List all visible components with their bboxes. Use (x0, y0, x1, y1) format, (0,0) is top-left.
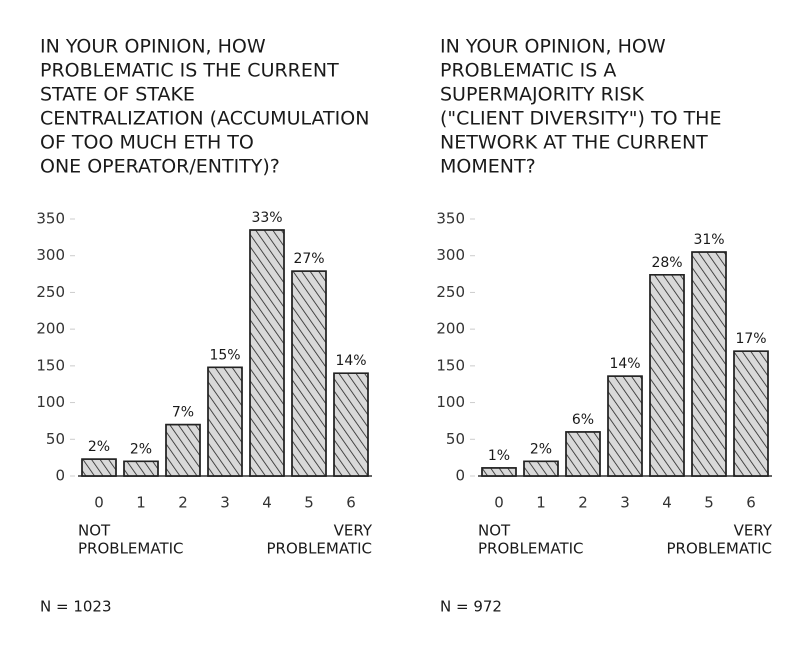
x-tick-label: 5 (304, 494, 314, 512)
y-tick-label: 300 (436, 246, 465, 264)
y-tick-label: 100 (436, 393, 465, 411)
high-label: PROBLEMATIC (267, 540, 373, 558)
data-label: 14% (609, 356, 640, 372)
bar-hatch (607, 375, 643, 477)
x-tick-label: 2 (578, 494, 588, 512)
bar-hatch (123, 460, 159, 477)
data-label: 33% (251, 210, 282, 226)
x-tick-label: 3 (220, 494, 230, 512)
low-label: PROBLEMATIC (478, 540, 584, 558)
data-label: 1% (488, 448, 510, 464)
data-label: 2% (88, 439, 110, 455)
bar-hatch (333, 372, 369, 477)
data-label: 14% (335, 353, 366, 369)
x-tick-label: 3 (620, 494, 630, 512)
x-tick-label: 4 (262, 494, 272, 512)
x-tick-label: 6 (746, 494, 756, 512)
bar-hatch (81, 458, 117, 477)
data-label: 6% (572, 412, 594, 428)
data-label: 17% (735, 331, 766, 347)
y-tick-label: 200 (436, 320, 465, 338)
bar-hatch (249, 229, 285, 477)
chart-title: IN YOUR OPINION, HOW (40, 36, 266, 58)
chart-title: PROBLEMATIC IS THE CURRENT (40, 60, 339, 82)
y-tick-label: 0 (55, 467, 65, 485)
y-tick-label: 50 (46, 430, 65, 448)
chart-title: STATE OF STAKE (40, 84, 195, 106)
high-label: PROBLEMATIC (667, 540, 773, 558)
chart-title: OF TOO MUCH ETH TO (40, 132, 254, 154)
x-tick-label: 1 (536, 494, 546, 512)
chart-title: IN YOUR OPINION, HOW (440, 36, 666, 58)
data-label: 7% (172, 405, 194, 421)
x-tick-label: 4 (662, 494, 672, 512)
low-label: NOT (78, 522, 111, 540)
y-tick-label: 250 (436, 283, 465, 301)
chart-title: ("CLIENT DIVERSITY") TO THE (440, 108, 721, 130)
bar-hatch (691, 251, 727, 477)
y-tick-label: 50 (446, 430, 465, 448)
chart-title: SUPERMAJORITY RISK (440, 84, 645, 106)
data-label: 27% (293, 251, 324, 267)
data-label: 28% (651, 255, 682, 271)
data-label: 31% (693, 232, 724, 248)
y-tick-label: 100 (36, 393, 65, 411)
bar-hatch (733, 350, 769, 477)
data-label: 15% (209, 347, 240, 363)
low-label: PROBLEMATIC (78, 540, 184, 558)
x-tick-label: 0 (94, 494, 104, 512)
chart-title: ONE OPERATOR/ENTITY)? (40, 156, 280, 178)
sample-size: N = 1023 (40, 598, 112, 616)
y-tick-label: 250 (36, 283, 65, 301)
bar-hatch (481, 467, 517, 477)
x-tick-label: 1 (136, 494, 146, 512)
high-label: VERY (734, 522, 773, 540)
y-tick-label: 350 (436, 210, 465, 228)
y-tick-label: 350 (36, 210, 65, 228)
data-label: 2% (130, 441, 152, 457)
chart-title: MOMENT? (440, 156, 536, 178)
bar-hatch (291, 270, 327, 477)
x-tick-label: 6 (346, 494, 356, 512)
data-label: 2% (530, 441, 552, 457)
x-tick-label: 5 (704, 494, 714, 512)
low-label: NOT (478, 522, 511, 540)
sample-size: N = 972 (440, 598, 502, 616)
x-tick-label: 0 (494, 494, 504, 512)
chart-title: CENTRALIZATION (ACCUMULATION (40, 108, 369, 130)
y-tick-label: 0 (455, 467, 465, 485)
bar-hatch (207, 366, 243, 477)
y-tick-label: 150 (36, 356, 65, 374)
y-tick-label: 200 (36, 320, 65, 338)
y-tick-label: 300 (36, 246, 65, 264)
chart-title: PROBLEMATIC IS A (440, 60, 616, 82)
bar-hatch (649, 274, 685, 477)
y-tick-label: 150 (436, 356, 465, 374)
bar-hatch (565, 431, 601, 477)
bar-hatch (523, 460, 559, 477)
high-label: VERY (334, 522, 373, 540)
bar-hatch (165, 423, 201, 477)
chart-title: NETWORK AT THE CURRENT (440, 132, 708, 154)
x-tick-label: 2 (178, 494, 188, 512)
